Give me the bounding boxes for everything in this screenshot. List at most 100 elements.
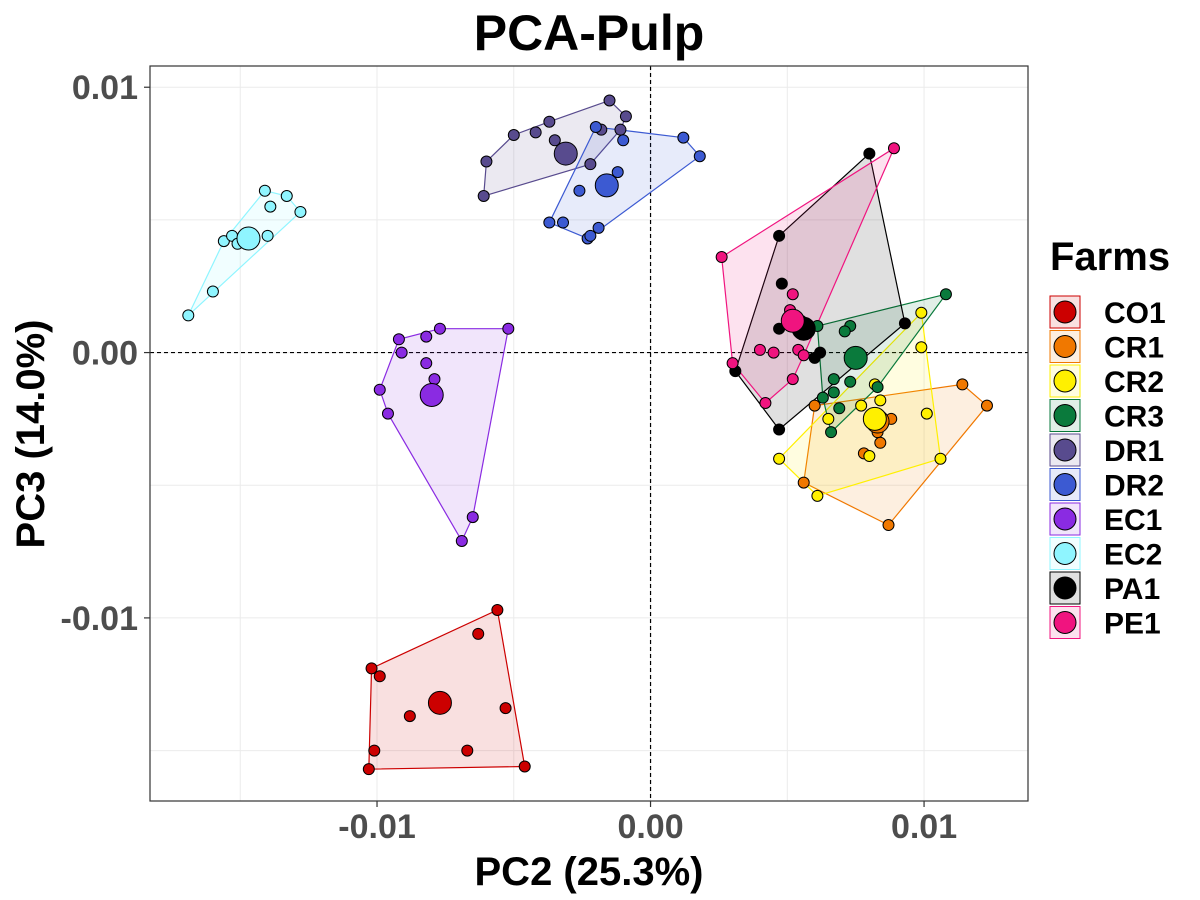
centroid-cr2: [862, 406, 887, 431]
legend-label-cr1: CR1: [1104, 332, 1164, 365]
plot-border: [149, 65, 1029, 802]
hull-cr1: [803, 383, 988, 526]
legend-item-dr1: DR1: [1049, 433, 1164, 468]
hull-ec1: [379, 328, 510, 543]
point-pa1-7: [808, 351, 821, 364]
legend-item-co1: CO1: [1049, 295, 1166, 330]
point-dr1-2: [619, 110, 632, 123]
point-ec1-10: [455, 534, 468, 547]
x-tick-label: 0.01: [891, 808, 957, 846]
x-axis-ticks: -0.01 0.00 0.01: [338, 801, 957, 846]
legend-label-pa1: PA1: [1104, 573, 1160, 606]
point-cr3-10: [825, 426, 838, 439]
point-cr2-5: [934, 452, 947, 465]
centroid-dr2: [594, 173, 619, 198]
point-pe1-9: [786, 373, 799, 386]
point-co1-10: [518, 760, 531, 773]
data-points: [182, 94, 993, 776]
point-co1-1: [365, 662, 378, 675]
legend-label-cr2: CR2: [1104, 366, 1164, 399]
point-cr2-2: [915, 341, 928, 354]
group-centroids: [236, 141, 890, 715]
point-cr3-1: [939, 288, 952, 301]
point-ec1-7: [373, 383, 386, 396]
point-ec1-6: [428, 373, 441, 386]
point-dr1-8: [477, 190, 490, 203]
point-ec2-3: [294, 205, 307, 218]
point-co1-4: [491, 603, 504, 616]
point-pe1-6: [767, 346, 780, 359]
legend-marker-cr1: [1053, 335, 1077, 358]
point-cr3-11: [871, 381, 884, 394]
legend-item-pa1: PA1: [1049, 571, 1160, 606]
y-axis-title: PC3 (14.0%): [9, 320, 53, 549]
point-ec2-9: [182, 309, 195, 322]
point-ec2-1: [258, 184, 271, 197]
legend-marker-pe1: [1053, 611, 1077, 634]
point-co1-9: [362, 763, 375, 776]
point-ec1-11: [420, 357, 433, 370]
point-pe1-7: [797, 349, 810, 362]
point-ec1-9: [466, 511, 479, 524]
centroid-ec1: [419, 383, 444, 408]
point-cr3-6: [844, 375, 857, 388]
point-cr2-10: [855, 399, 868, 412]
point-cr3-8: [816, 391, 829, 404]
reference-lines: [150, 66, 1028, 801]
point-dr2-7: [584, 229, 597, 242]
legend-label-ec2: EC2: [1104, 539, 1162, 572]
point-ec2-2: [280, 190, 293, 203]
point-pe1-1: [887, 142, 900, 155]
point-ec1-4: [395, 346, 408, 359]
point-ec1-8: [381, 407, 394, 420]
point-dr2-10: [611, 166, 624, 179]
point-dr2-8: [592, 221, 605, 234]
y-tick-label: 0.00: [72, 335, 138, 373]
group-hulls: [187, 99, 988, 770]
point-ec1-3: [502, 322, 515, 335]
y-tick-label: 0.01: [72, 69, 138, 107]
point-cr1-4: [874, 436, 887, 449]
centroid-dr1: [553, 141, 578, 166]
point-dr2-9: [573, 184, 586, 197]
point-dr1-10: [548, 134, 561, 147]
point-dr1-11: [584, 158, 597, 171]
point-co1-7: [368, 744, 381, 757]
point-co1-3: [403, 710, 416, 723]
hull-ec2: [187, 190, 302, 316]
point-pa1-3: [775, 277, 788, 290]
legend-item-cr2: CR2: [1049, 364, 1164, 399]
point-cr2-8: [863, 450, 876, 463]
legend-item-pe1: PE1: [1049, 606, 1161, 641]
point-ec1-5: [420, 330, 433, 343]
hull-dr2: [548, 126, 701, 240]
point-cr2-1: [915, 306, 928, 319]
point-cr1-7: [882, 519, 895, 532]
point-pe1-2: [715, 251, 728, 264]
y-axis-ticks: 0.01 0.00 -0.01: [61, 69, 150, 638]
y-tick-label: -0.01: [61, 600, 139, 638]
point-pe1-11: [753, 343, 766, 356]
point-dr2-3: [617, 134, 630, 147]
point-cr2-6: [773, 452, 786, 465]
legend-item-dr2: DR2: [1049, 468, 1164, 503]
point-dr2-4: [543, 216, 556, 229]
point-dr1-3: [614, 123, 627, 136]
point-cr3-5: [827, 373, 840, 386]
point-dr2-2: [693, 150, 706, 163]
point-pa1-1: [863, 147, 876, 160]
legend-marker-cr3: [1053, 404, 1077, 427]
point-cr1-1: [956, 378, 969, 391]
point-dr1-4: [543, 115, 556, 128]
legend-label-pe1: PE1: [1104, 608, 1161, 641]
legend-marker-ec2: [1053, 542, 1077, 565]
point-ec2-4: [264, 200, 277, 213]
point-cr3-3: [838, 325, 851, 338]
point-dr2-11: [589, 121, 602, 134]
point-cr3-7: [827, 386, 840, 399]
legend-item-cr1: CR1: [1049, 330, 1164, 365]
legend-marker-pa1: [1053, 576, 1077, 600]
point-ec1-2: [433, 322, 446, 335]
